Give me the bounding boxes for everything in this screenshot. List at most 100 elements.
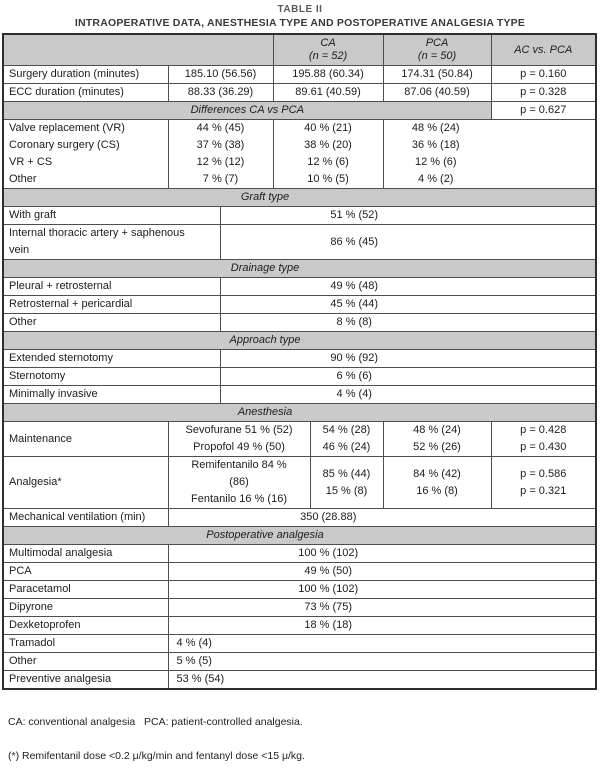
value-cell: 100 % (102): [167, 544, 597, 563]
band-label: Postoperative analgesia: [2, 526, 597, 545]
row-label: Retrosternal + pericardial: [2, 295, 221, 314]
value-cell: 51 % (52): [219, 206, 597, 225]
row-label: Dipyrone: [2, 598, 169, 617]
table-row-postop-other: Other 5 % (5): [2, 652, 597, 671]
table-row-dipyrone: Dipyrone 73 % (75): [2, 598, 597, 617]
band-label: Approach type: [2, 331, 597, 350]
value-cell: 5 % (5): [167, 652, 597, 671]
row-label: Tramadol: [2, 634, 169, 653]
row-label: Multimodal analgesia: [2, 544, 169, 563]
total-cell: Sevofurane 51 % (52) Propofol 49 % (50): [167, 421, 311, 457]
header-pca-cell: PCA (n = 50): [382, 33, 492, 66]
value-cell: 45 % (44): [219, 295, 597, 314]
row-label: Pleural + retrosternal: [2, 277, 221, 296]
pca-cell: 174.31 (50.84): [382, 65, 492, 84]
table-number: TABLE II: [277, 4, 323, 15]
row-label: Paracetamol: [2, 580, 169, 599]
band-label: Differences CA vs PCA: [2, 101, 492, 120]
row-label: Sternotomy: [2, 367, 221, 386]
value-cell: 100 % (102): [167, 580, 597, 599]
row-label: Extended sternotomy: [2, 349, 221, 368]
table-row-sternotomy: Sternotomy 6 % (6): [2, 367, 597, 386]
table-row-maintenance: Maintenance Sevofurane 51 % (52) Propofo…: [2, 421, 597, 457]
row-label: Other: [2, 652, 169, 671]
total-cell: 44 % (45) 37 % (38) 12 % (12) 7 % (7): [167, 119, 274, 189]
table-row-pleural-retrosternal: Pleural + retrosternal 49 % (48): [2, 277, 597, 296]
table-row-with-graft: With graft 51 % (52): [2, 206, 597, 225]
ca-cell: 89.61 (40.59): [272, 83, 384, 102]
footnote-doses: (*) Remifentanil dose <0.2 μ/kg/min and …: [8, 750, 305, 762]
p-value-cell: p = 0.428 p = 0.430: [490, 421, 597, 457]
row-label: Analgesia*: [2, 456, 169, 509]
table-row-preventive-analgesia: Preventive analgesia 53 % (54): [2, 670, 597, 690]
table-row-surgery-types: Valve replacement (VR) Coronary surgery …: [2, 119, 597, 189]
row-label: Minimally invasive: [2, 385, 221, 404]
row-label: Preventive analgesia: [2, 670, 169, 690]
table-row-paracetamol: Paracetamol 100 % (102): [2, 580, 597, 599]
total-cell: Remifentanilo 84 % (86) Fentanilo 16 % (…: [167, 456, 311, 509]
row-label: Maintenance: [2, 421, 169, 457]
header-comparison-cell: AC vs. PCA: [490, 33, 597, 66]
section-band-graft-type: Graft type: [2, 188, 597, 207]
footnote-abbreviations: CA: conventional analgesia PCA: patient-…: [8, 716, 303, 728]
table-row-pca: PCA 49 % (50): [2, 562, 597, 581]
pca-cell: 87.06 (40.59): [382, 83, 492, 102]
row-label: Internal thoracic artery + saphenous vei…: [2, 224, 221, 260]
header-empty-cell: [2, 33, 274, 66]
row-labels: Valve replacement (VR) Coronary surgery …: [2, 119, 169, 189]
section-band-drainage-type: Drainage type: [2, 259, 597, 278]
table-row-minimally-invasive: Minimally invasive 4 % (4): [2, 385, 597, 404]
row-label: ECC duration (minutes): [2, 83, 169, 102]
data-table: CA (n = 52) PCA (n = 50) AC vs. PCA Surg…: [2, 33, 597, 690]
value-cell: 86 % (45): [219, 224, 597, 260]
table-caption: TABLE II INTRAOPERATIVE DATA, ANESTHESIA…: [0, 0, 600, 30]
value-cell: 4 % (4): [219, 385, 597, 404]
value-cell: 53 % (54): [167, 670, 597, 690]
band-label: Drainage type: [2, 259, 597, 278]
section-band-anesthesia: Anesthesia: [2, 403, 597, 422]
footnotes: CA: conventional analgesia PCA: patient-…: [8, 694, 600, 773]
row-label: PCA: [2, 562, 169, 581]
p-value-cell: p = 0.328: [490, 83, 597, 102]
row-label: Other: [2, 313, 221, 332]
table-row-ecc-duration: ECC duration (minutes) 88.33 (36.29) 89.…: [2, 83, 597, 102]
row-label: Mechanical ventilation (min): [2, 508, 169, 527]
value-cell: 49 % (48): [219, 277, 597, 296]
value-cell: 4 % (4): [167, 634, 597, 653]
ca-cell: 195.88 (60.34): [272, 65, 384, 84]
table-row-extended-sternotomy: Extended sternotomy 90 % (92): [2, 349, 597, 368]
pca-cell: 48 % (24) 52 % (26): [382, 421, 492, 457]
table-title: INTRAOPERATIVE DATA, ANESTHESIA TYPE AND…: [74, 17, 526, 29]
table-row-multimodal-analgesia: Multimodal analgesia 100 % (102): [2, 544, 597, 563]
ca-cell: 85 % (44) 15 % (8): [309, 456, 384, 509]
value-cell: 73 % (75): [167, 598, 597, 617]
table-row-internal-thoracic: Internal thoracic artery + saphenous vei…: [2, 224, 597, 260]
pca-cell: 84 % (42) 16 % (8): [382, 456, 492, 509]
band-label: Graft type: [2, 188, 597, 207]
table-row-mechanical-ventilation: Mechanical ventilation (min) 350 (28.88): [2, 508, 597, 527]
header-ca-cell: CA (n = 52): [272, 33, 384, 66]
table-row-analgesia: Analgesia* Remifentanilo 84 % (86) Fenta…: [2, 456, 597, 509]
section-band-approach-type: Approach type: [2, 331, 597, 350]
band-label: Anesthesia: [2, 403, 597, 422]
table-row-tramadol: Tramadol 4 % (4): [2, 634, 597, 653]
section-band-differences: Differences CA vs PCA p = 0.627: [2, 101, 597, 120]
value-cell: 6 % (6): [219, 367, 597, 386]
total-cell: 185.10 (56.56): [167, 65, 274, 84]
pca-cell: 48 % (24) 36 % (18) 12 % (6) 4 % (2): [382, 119, 597, 189]
value-cell: 8 % (8): [219, 313, 597, 332]
section-band-postoperative-analgesia: Postoperative analgesia: [2, 526, 597, 545]
ca-cell: 40 % (21) 38 % (20) 12 % (6) 10 % (5): [272, 119, 384, 189]
value-cell: 49 % (50): [167, 562, 597, 581]
value-cell: 350 (28.88): [167, 508, 597, 527]
value-cell: 18 % (18): [167, 616, 597, 635]
ca-cell: 54 % (28) 46 % (24): [309, 421, 384, 457]
table-row-dexketoprofen: Dexketoprofen 18 % (18): [2, 616, 597, 635]
table-row-surgery-duration: Surgery duration (minutes) 185.10 (56.56…: [2, 65, 597, 84]
p-value-cell: p = 0.627: [490, 101, 597, 120]
header-row: CA (n = 52) PCA (n = 50) AC vs. PCA: [2, 33, 597, 66]
p-value-cell: p = 0.586 p = 0.321: [490, 456, 597, 509]
total-cell: 88.33 (36.29): [167, 83, 274, 102]
row-label: Surgery duration (minutes): [2, 65, 169, 84]
table-row-retrosternal-pericardial: Retrosternal + pericardial 45 % (44): [2, 295, 597, 314]
